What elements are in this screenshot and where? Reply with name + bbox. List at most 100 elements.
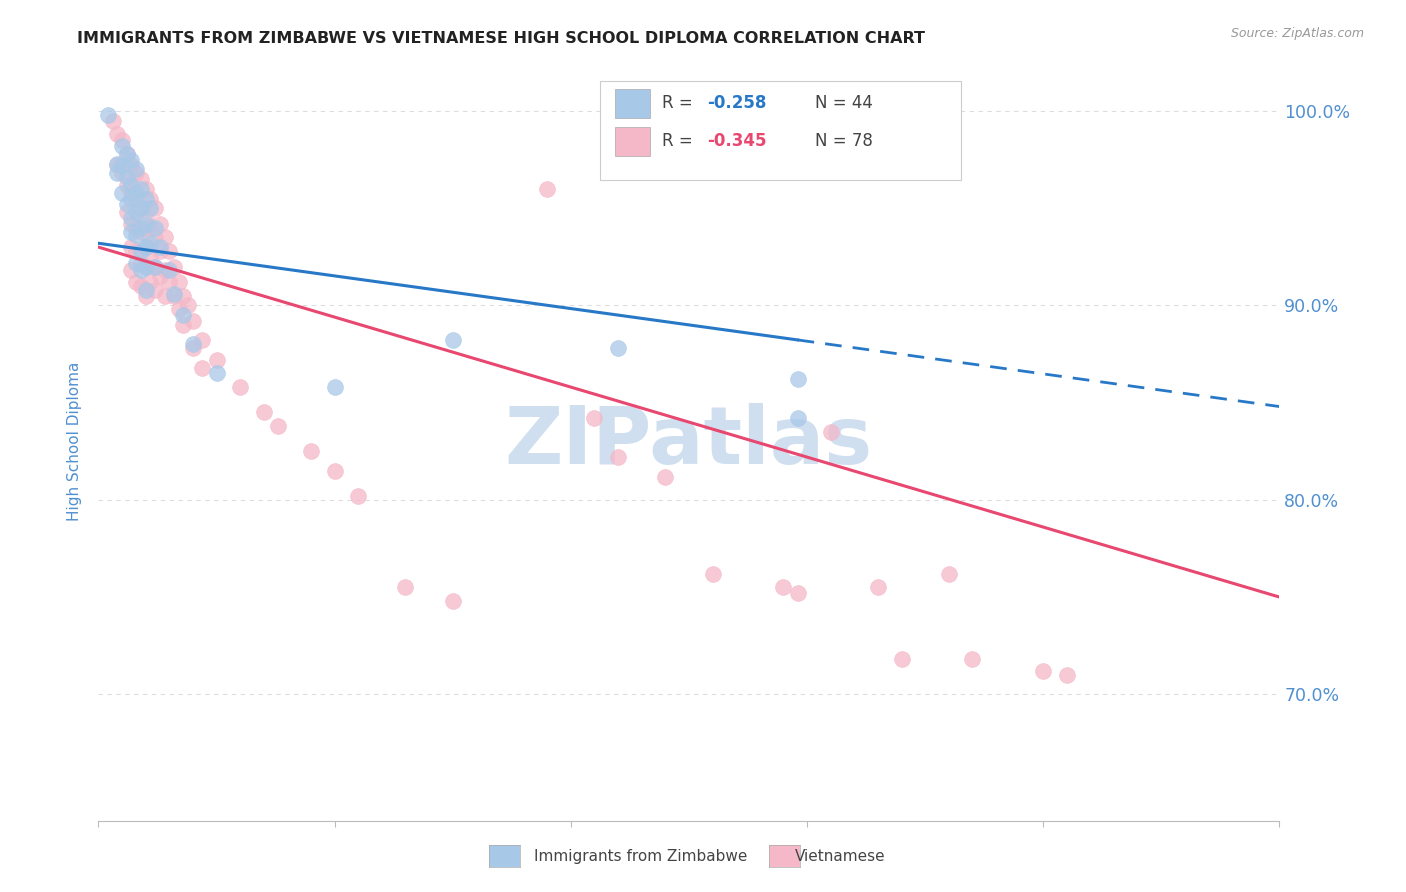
Point (181, 314, 204, 328)
Point (121, 217, 143, 231)
Point (135, 289, 157, 303)
Point (149, 269, 172, 284)
Point (143, 220, 166, 235)
Y-axis label: High School Diploma: High School Diploma (67, 362, 83, 521)
Point (267, 419, 290, 434)
Point (181, 337, 204, 351)
Point (129, 220, 152, 235)
Point (121, 153, 143, 167)
Point (105, 128, 128, 142)
Point (143, 230, 166, 244)
Point (111, 166, 134, 180)
Point (139, 275, 162, 289)
Point (157, 244, 180, 258)
Point (135, 217, 157, 231)
Point (607, 341, 630, 355)
Point (441, 594, 464, 608)
Point (115, 170, 138, 185)
Point (866, 580, 889, 594)
Point (129, 201, 152, 215)
Point (149, 217, 172, 231)
Point (441, 334, 464, 348)
Point (157, 263, 180, 277)
Point (229, 380, 252, 394)
Point (702, 566, 724, 581)
Point (153, 263, 176, 277)
Point (163, 289, 186, 303)
Point (121, 186, 143, 200)
Point (177, 298, 200, 312)
Point (129, 182, 152, 196)
Text: Source: ZipAtlas.com: Source: ZipAtlas.com (1230, 27, 1364, 40)
Point (347, 489, 370, 503)
Point (191, 360, 214, 375)
Point (139, 220, 162, 235)
Text: N = 78: N = 78 (815, 132, 873, 150)
Point (115, 197, 138, 211)
Text: -0.258: -0.258 (707, 95, 766, 112)
Point (111, 186, 134, 200)
Point (394, 580, 416, 594)
Point (163, 260, 186, 274)
Point (135, 283, 157, 297)
Point (135, 240, 157, 254)
Point (135, 182, 157, 196)
Point (323, 380, 346, 394)
Point (253, 405, 276, 419)
Point (97, 108, 120, 122)
Point (129, 172, 152, 186)
Point (125, 205, 148, 219)
Point (820, 425, 842, 439)
Point (149, 240, 172, 254)
Point (125, 192, 148, 206)
Point (583, 411, 606, 425)
Point (139, 192, 162, 206)
Point (121, 159, 143, 173)
Point (181, 341, 204, 355)
Point (135, 260, 157, 274)
Point (125, 255, 148, 269)
Point (129, 244, 152, 258)
Point (135, 211, 157, 225)
Point (129, 225, 152, 239)
Point (115, 178, 138, 192)
Text: Immigrants from Zimbabwe: Immigrants from Zimbabwe (534, 849, 748, 863)
Point (772, 580, 794, 594)
Point (125, 228, 148, 243)
Point (172, 308, 194, 322)
Point (125, 244, 148, 258)
Point (115, 146, 138, 161)
Text: IMMIGRANTS FROM ZIMBABWE VS VIETNAMESE HIGH SCHOOL DIPLOMA CORRELATION CHART: IMMIGRANTS FROM ZIMBABWE VS VIETNAMESE H… (77, 31, 925, 46)
Point (786, 372, 808, 386)
Point (125, 166, 148, 180)
Text: -0.345: -0.345 (707, 132, 766, 150)
Point (105, 156, 128, 170)
Point (111, 133, 134, 147)
Point (786, 586, 808, 600)
Point (962, 652, 984, 666)
Text: N = 44: N = 44 (815, 95, 873, 112)
Point (135, 192, 157, 206)
Point (607, 450, 630, 464)
Point (135, 260, 157, 274)
Point (139, 250, 162, 264)
Point (1032, 664, 1054, 678)
Point (167, 275, 190, 289)
Point (121, 263, 143, 277)
Point (111, 159, 134, 173)
Point (105, 159, 128, 173)
Point (121, 211, 143, 225)
Point (121, 178, 143, 192)
Point (129, 201, 152, 215)
Point (129, 279, 152, 293)
Point (125, 186, 148, 200)
Point (111, 139, 134, 153)
Point (143, 201, 166, 215)
Point (135, 240, 157, 254)
Point (115, 205, 138, 219)
Point (890, 652, 912, 666)
Point (654, 469, 676, 483)
Point (786, 411, 808, 425)
Point (172, 289, 194, 303)
Point (938, 566, 960, 581)
